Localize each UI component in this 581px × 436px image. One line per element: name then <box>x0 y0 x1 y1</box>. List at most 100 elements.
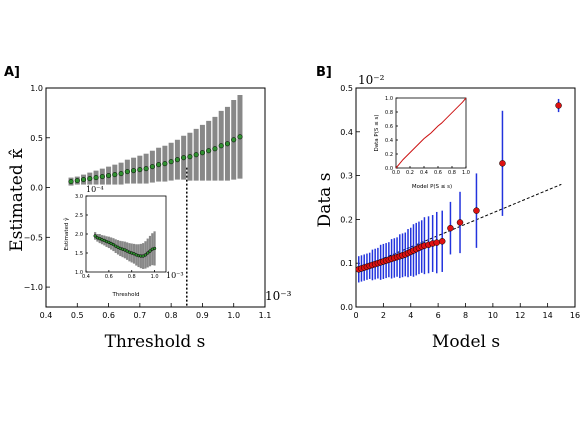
panel-a-inset-marks <box>93 231 157 269</box>
panel-a-xtick-label: 0.6 <box>102 311 115 320</box>
panel-a-inset-y-exponent: 10⁻⁴ <box>86 185 104 194</box>
panel-b-inset: 0.0 0.2 0.4 0.6 0.8 1.0 0.0 0.2 0.4 0.6 0.8 1.0 Mod… <box>374 96 470 190</box>
panel-b-inset-xtick-label: 0.4 <box>420 170 428 176</box>
panel-a-inset-xtick-label: 1.0 <box>151 274 159 280</box>
panel-a-xtick-label: 0.4 <box>40 311 53 320</box>
panel-a-point <box>212 146 218 152</box>
panel-a-inset-ylabel: Estimated γ̂ <box>64 217 70 251</box>
panel-b-xtick-label: 8 <box>463 311 468 320</box>
panel-b-inset-ylabel: Data P(S ≤ s) <box>374 115 380 152</box>
panel-a-point <box>199 150 205 156</box>
panel-a-ytick-label: 0.5 <box>30 134 43 143</box>
panel-a-frame <box>45 87 266 308</box>
panel-b-inset-xtick-label: 0.2 <box>406 170 414 176</box>
panel-a-point <box>74 178 80 184</box>
panel-a-marks <box>68 94 243 307</box>
panel-a-point <box>231 137 237 143</box>
panel-a-point <box>124 169 130 175</box>
panel-a-inset-ticks: 0.4 0.6 0.8 1.0 1.0 1.5 2.0 2.5 3.0 <box>75 194 159 280</box>
panel-a-ytick-label: −0.5 <box>24 233 43 242</box>
panel-a-xtick-label: 0.7 <box>133 311 146 320</box>
panel-b-inset-ticks: 0.0 0.2 0.4 0.6 0.8 1.0 0.0 0.2 0.4 0.6 0.8 1.0 <box>385 96 470 176</box>
panel-a-point <box>68 179 74 185</box>
panel-a-ytick-label: 0.0 <box>30 184 43 193</box>
panel-b-point <box>555 102 562 109</box>
panel-a-point <box>137 167 143 173</box>
panel-a-point <box>118 171 124 177</box>
panel-a-inset-ytick-label: 3.0 <box>75 194 83 200</box>
panel-a-point <box>193 152 199 158</box>
panel-a-xtick-label: 1.0 <box>227 311 240 320</box>
panel-b-ytick-label: 0.5 <box>340 84 353 93</box>
panel-a-point <box>131 168 137 174</box>
panel-b-ytick-label: 0.4 <box>340 128 353 137</box>
panel-a-point <box>143 166 149 172</box>
panel-b-point <box>433 239 441 246</box>
panel-b-inset-ytick-label: 0.0 <box>385 166 393 172</box>
panel-a-inset-ytick-label: 1.0 <box>75 270 83 276</box>
panel-b-marks <box>355 98 562 283</box>
panel-b-inset-xtick-label: 0.0 <box>392 170 400 176</box>
panel-a-inset-point <box>143 253 148 257</box>
panel-b-inset-xtick-label: 1.0 <box>462 170 470 176</box>
panel-b-xtick-label: 12 <box>515 311 525 320</box>
panel-a-point <box>218 143 224 149</box>
panel-a-inset-point <box>148 249 152 253</box>
panel-a-point <box>149 164 155 170</box>
panel-a-inset-point <box>93 234 97 238</box>
panel-b: B] 0 2 4 6 8 10 12 14 160.00.10.20.30.40.5 10⁻² … <box>315 65 580 352</box>
panel-a-inset-point <box>111 242 116 247</box>
panel-a-point <box>174 157 180 163</box>
panel-b-inset-ytick-label: 0.6 <box>385 124 393 130</box>
panel-b-point <box>473 207 480 214</box>
panel-a-x-exponent: 10⁻³ <box>265 289 292 303</box>
panel-b-ylabel: Data s <box>315 173 335 228</box>
panel-a-point <box>206 148 212 154</box>
panel-a-point <box>87 176 93 182</box>
panel-a: A] 0.4 0.5 0.6 0.7 0.8 0.9 1.0 1.1−1.0−0.50.00.… <box>4 65 292 352</box>
panel-a-inset-x-exponent: 10⁻³ <box>166 271 184 280</box>
panel-b-inset-ytick-label: 0.4 <box>385 138 393 144</box>
panel-a-point <box>224 141 231 147</box>
panel-a-xtick-label: 1.1 <box>259 311 272 320</box>
panel-a-inset-xlabel: Threshold <box>111 292 139 298</box>
panel-b-inset-marks <box>395 97 467 169</box>
panel-b-xtick-label: 14 <box>543 311 553 320</box>
panel-a-inset: 0.4 0.6 0.8 1.0 1.0 1.5 2.0 2.5 3.0 10⁻⁴ 10⁻³ Th… <box>64 185 184 298</box>
panel-a-inset-ytick-label: 1.5 <box>75 251 83 257</box>
panel-a-point <box>80 177 87 183</box>
panel-a-point <box>237 134 243 140</box>
panel-b-xtick-label: 0 <box>353 311 358 320</box>
panel-a-xtick-label: 0.5 <box>71 311 84 320</box>
panel-b-inset-curve <box>395 97 467 169</box>
panel-b-inset-xlabel: Model P(S ≤ s) <box>412 184 452 190</box>
panel-a-inset-ytick-label: 2.5 <box>75 213 83 219</box>
panel-a-point <box>187 154 193 160</box>
panel-a-ytick-label: −1.0 <box>24 283 43 292</box>
panel-b-inset-xtick-label: 0.8 <box>448 170 456 176</box>
panel-b-xlabel: Model s <box>432 332 500 352</box>
panel-a-point <box>168 159 174 165</box>
panel-b-xtick-label: 4 <box>408 311 413 320</box>
panel-b-point <box>447 224 454 232</box>
panel-b-label: B] <box>316 65 332 80</box>
panel-b-inset-ytick-label: 0.2 <box>385 152 393 158</box>
panel-a-xtick-label: 0.8 <box>165 311 178 320</box>
panel-b-inset-xtick-label: 0.6 <box>434 170 442 176</box>
panel-a-point <box>112 172 118 178</box>
panel-b-point <box>438 238 446 245</box>
panel-b-ticks: 0 2 4 6 8 10 12 14 16 0.0 0.1 0.2 0.3 0.4 0.5 <box>340 84 580 320</box>
panel-a-inset-ytick-label: 2.0 <box>75 232 83 238</box>
panel-b-ytick-label: 0.1 <box>340 259 353 268</box>
panel-b-ytick-label: 0.3 <box>340 172 353 181</box>
panel-b-point <box>456 219 464 226</box>
panel-b-xtick-label: 16 <box>570 311 580 320</box>
panel-b-point <box>499 160 506 167</box>
panel-a-inset-xtick-label: 0.6 <box>105 274 113 280</box>
panel-b-reference-line <box>355 183 562 271</box>
panel-b-xtick-label: 10 <box>488 311 498 320</box>
panel-a-ticks: 0.4 0.5 0.6 0.7 0.8 0.9 1.0 1.1 −1.0 −0.5 0.0 0.5 1.… <box>24 84 272 320</box>
panel-a-inset-point <box>146 251 150 255</box>
panel-a-label: A] <box>4 65 20 80</box>
